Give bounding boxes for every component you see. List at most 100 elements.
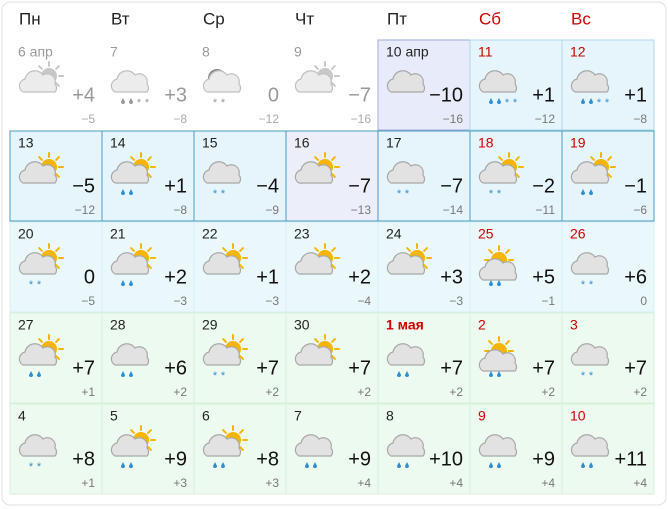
- sun-ray: [331, 264, 336, 269]
- snowflake: *: [397, 188, 402, 200]
- rain-drop: [405, 462, 409, 468]
- cloud: [294, 252, 334, 275]
- snowflake: *: [29, 461, 34, 473]
- low-temperature: −6: [633, 203, 647, 217]
- low-temperature: +2: [449, 385, 463, 399]
- cloud: [478, 161, 518, 184]
- temperature: −4: [256, 175, 279, 197]
- rain-drop: [589, 189, 593, 195]
- low-temperature: −16: [351, 112, 372, 126]
- sun-ray: [38, 338, 43, 343]
- sun-ray: [505, 249, 510, 254]
- snowflake: *: [29, 279, 34, 291]
- sun-ray: [38, 65, 43, 70]
- snowflake: *: [581, 370, 586, 382]
- cloud: [478, 434, 518, 457]
- date: 6: [202, 408, 210, 424]
- sun-ray: [331, 173, 336, 178]
- low-temperature: −8: [173, 203, 187, 217]
- cloud: [18, 70, 58, 93]
- rain-drop: [489, 462, 493, 468]
- day-cell: 11 * * +1 −12: [469, 39, 563, 131]
- day-cell: 26 * * +6 0: [561, 221, 655, 313]
- sun-ray: [55, 355, 60, 360]
- low-temperature: −11: [536, 203, 556, 217]
- sun-ray: [515, 173, 520, 178]
- date: 17: [386, 135, 402, 151]
- sun-ray: [607, 156, 612, 161]
- sun-ray: [147, 156, 152, 161]
- date: 6 апр: [18, 44, 53, 60]
- sun-ray: [314, 156, 319, 161]
- date: 8: [202, 44, 210, 60]
- day-cell: 8 * * 0 −12: [194, 40, 286, 130]
- sun-ray: [314, 65, 319, 70]
- day-cell: 20 * * 0 −5: [9, 221, 103, 313]
- sun-ray: [331, 247, 336, 252]
- snowflake: *: [489, 188, 494, 200]
- day-cell: 1 мая +7 +2: [377, 312, 471, 404]
- cloud: [202, 434, 242, 457]
- day-cell: 14 +1 −8: [101, 130, 195, 222]
- rain-drop: [497, 371, 501, 377]
- low-temperature: +4: [633, 476, 647, 490]
- sun-ray: [147, 173, 152, 178]
- cloud: [110, 70, 150, 93]
- snowflake: *: [137, 97, 142, 109]
- temperature: 0: [268, 84, 279, 106]
- day-cell: 18 * * −2 −11: [469, 130, 563, 222]
- rain-drop: [581, 189, 585, 195]
- date: 25: [478, 226, 494, 242]
- rain-drop: [581, 462, 585, 468]
- day-cell: 19 −1 −6: [561, 130, 655, 222]
- sun-ray: [55, 247, 60, 252]
- date: 5: [110, 408, 118, 424]
- sun-ray: [406, 247, 411, 252]
- low-temperature: −5: [81, 294, 95, 308]
- snowflake: *: [145, 97, 150, 109]
- temperature: +9: [532, 448, 555, 470]
- temperature: 0: [84, 266, 95, 288]
- cloud: [110, 161, 150, 184]
- day-cell: 24 +3 −3: [377, 221, 471, 313]
- sun-ray: [147, 264, 152, 269]
- date: 18: [478, 135, 494, 151]
- snowflake: *: [221, 188, 226, 200]
- cloud: [18, 434, 58, 457]
- sun-ray: [314, 338, 319, 343]
- sun-ray: [314, 247, 319, 252]
- rain-drop: [497, 98, 501, 104]
- rain-drop: [489, 371, 493, 377]
- weekday: Сб: [479, 9, 501, 28]
- low-temperature: +1: [81, 385, 95, 399]
- snowflake: *: [221, 97, 226, 109]
- cloud: [478, 258, 518, 281]
- snowflake: *: [213, 370, 218, 382]
- sun-ray: [55, 65, 60, 70]
- rain-drop: [121, 280, 125, 286]
- rain-drop: [29, 371, 33, 377]
- sun-ray: [607, 173, 612, 178]
- snowflake: *: [605, 97, 610, 109]
- temperature: −5: [72, 175, 95, 197]
- sun-ray: [239, 247, 244, 252]
- day-cell: 2 +7 +2: [469, 312, 563, 404]
- low-temperature: −4: [357, 294, 371, 308]
- date: 11: [478, 44, 493, 60]
- rain-drop: [213, 462, 217, 468]
- rain-drop: [397, 371, 401, 377]
- cloud: [202, 70, 242, 93]
- day-cell: 4 * * +8 +1: [9, 403, 103, 495]
- date: 28: [110, 317, 126, 333]
- weekday: Пт: [387, 9, 407, 28]
- temperature: +6: [624, 266, 647, 288]
- day-cell: 13 −5 −12: [9, 130, 103, 222]
- snowflake: *: [513, 97, 518, 109]
- day-cell: 25 +5 −1: [469, 221, 563, 313]
- cloud: [570, 434, 610, 457]
- temperature: +7: [624, 357, 647, 379]
- rain-drop: [121, 98, 125, 104]
- temperature: +9: [348, 448, 371, 470]
- cloud: [294, 343, 334, 366]
- sun-ray: [239, 446, 244, 451]
